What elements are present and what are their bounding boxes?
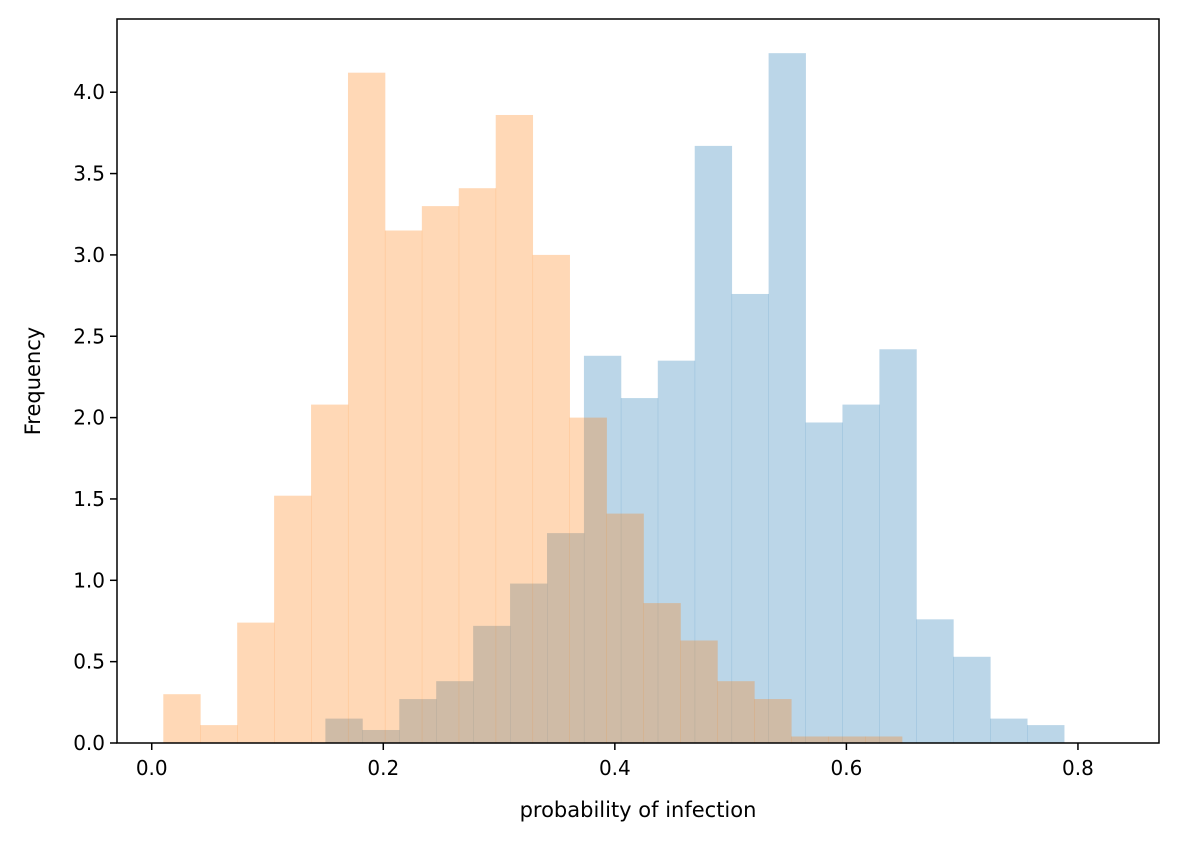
histogram-bar: [754, 699, 792, 743]
y-axis: 0.0 0.5 1.0 1.5 2.0 2.5 3.0 3.5 4.0: [73, 80, 117, 755]
plot-frame: [116, 18, 1160, 744]
x-tick-label: 0.0: [136, 756, 168, 780]
histogram-bar: [546, 533, 585, 743]
histogram-bar: [200, 725, 238, 743]
histogram-bar: [569, 417, 607, 743]
histogram-bar: [237, 622, 275, 743]
histogram-bar: [532, 254, 570, 744]
histogram-bar: [473, 625, 511, 743]
histogram-bar: [495, 114, 534, 743]
histogram-bar: [768, 53, 806, 744]
histogram-bar: [325, 718, 363, 743]
histogram-bar: [865, 736, 903, 743]
series-2: [163, 72, 903, 744]
histogram-bar: [990, 718, 1028, 743]
histogram-bar: [717, 681, 755, 743]
y-tick-label: 4.0: [73, 80, 105, 104]
y-tick-label: 3.0: [73, 243, 105, 267]
y-tick-label: 2.0: [73, 406, 105, 430]
y-axis-label: Frequency: [21, 327, 45, 436]
histogram-bar: [510, 583, 548, 743]
histogram-bar: [458, 188, 497, 744]
histogram-bar: [680, 640, 718, 743]
histogram-bar: [384, 230, 423, 743]
series-1: [325, 53, 1065, 744]
histogram-bar: [657, 360, 696, 743]
x-tick-label: 0.8: [1062, 756, 1094, 780]
x-tick-label: 0.2: [367, 756, 399, 780]
histogram-bar: [436, 681, 474, 743]
y-tick-label: 1.5: [73, 487, 105, 511]
x-tick-label: 0.6: [830, 756, 862, 780]
histogram-bar: [805, 422, 843, 743]
histogram-bar: [421, 206, 460, 743]
histogram-bar: [399, 699, 437, 743]
y-tick-label: 0.0: [73, 731, 105, 755]
y-tick-label: 0.5: [73, 650, 105, 674]
histogram-bar: [916, 619, 954, 743]
histogram-bar: [606, 513, 644, 743]
x-axis-label: probability of infection: [520, 798, 757, 822]
histogram-bar: [274, 495, 312, 743]
y-tick-label: 2.5: [73, 324, 105, 348]
histogram-bar: [953, 656, 991, 743]
histogram-bar: [694, 145, 733, 743]
histogram-bar: [828, 736, 866, 743]
histogram-bar: [311, 404, 349, 743]
x-tick-label: 0.4: [599, 756, 631, 780]
y-tick-label: 3.5: [73, 162, 105, 186]
histogram-bar: [879, 349, 917, 743]
histogram-bar: [643, 603, 681, 743]
histogram-bar: [842, 404, 880, 743]
histogram-bar: [163, 694, 201, 743]
histogram-bar: [791, 736, 829, 743]
bars-layer: [163, 53, 1065, 744]
histogram-bar: [362, 729, 400, 743]
x-axis: 0.0 0.2 0.4 0.6 0.8: [136, 743, 1094, 780]
histogram-bar: [620, 398, 659, 743]
histogram-bar: [731, 293, 769, 743]
histogram-bar: [1027, 725, 1065, 743]
y-tick-label: 1.0: [73, 568, 105, 592]
histogram-bar: [347, 72, 386, 744]
histogram-bar: [583, 355, 622, 743]
